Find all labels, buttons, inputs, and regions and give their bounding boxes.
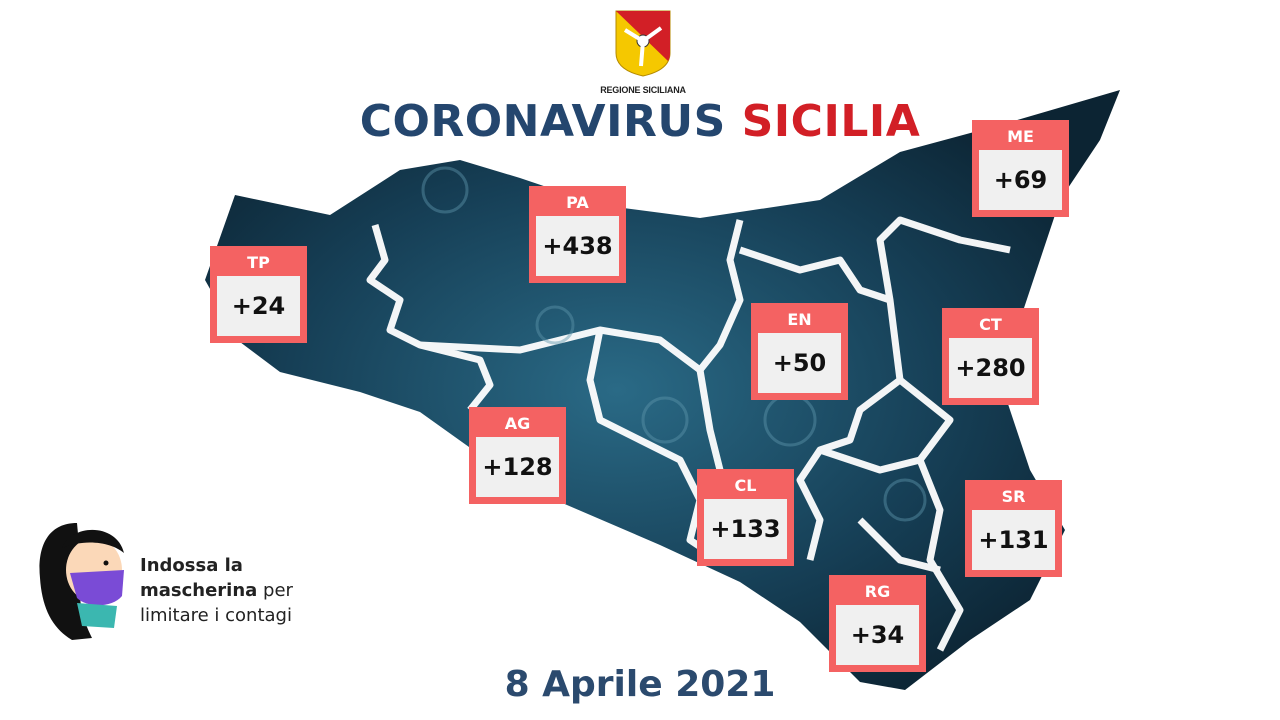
province-code: CL [734, 476, 757, 495]
message-line2-bold: mascherina [140, 580, 258, 601]
title-coronavirus: CORONAVIRUS [359, 96, 726, 147]
province-code: RG [864, 582, 891, 601]
province-value: +50 [758, 333, 841, 393]
mask-message: Indossa la mascherina per limitare i con… [140, 553, 293, 628]
report-date: 8 Aprile 2021 [504, 664, 776, 705]
woman-with-mask-icon [39, 523, 124, 640]
message-line2-rest: per [257, 580, 293, 601]
badge-ag: AG +128 [469, 407, 566, 504]
message-line1: Indossa la [140, 555, 243, 576]
regione-siciliana-logo: REGIONE SICILIANA [598, 8, 688, 95]
badge-me: ME +69 [972, 120, 1069, 217]
province-value: +131 [972, 510, 1055, 570]
logo-caption: REGIONE SICILIANA [600, 85, 686, 95]
province-code: TP [247, 253, 270, 272]
province-value: +133 [704, 499, 787, 559]
badge-rg: RG +34 [829, 575, 926, 672]
badge-ct: CT +280 [942, 308, 1039, 405]
page-title: CORONAVIRUS SICILIA [0, 96, 1280, 147]
province-code: AG [504, 414, 531, 433]
trinacria-coat-of-arms-icon [615, 10, 671, 77]
province-borders [366, 216, 1011, 652]
badge-sr: SR +131 [965, 480, 1062, 577]
message-line3: limitare i contagi [140, 605, 292, 626]
province-code: EN [787, 310, 812, 329]
badge-pa: PA +438 [529, 186, 626, 283]
badge-cl: CL +133 [697, 469, 794, 566]
province-code: CT [979, 315, 1002, 334]
title-sicilia: SICILIA [741, 96, 921, 147]
province-value: +438 [536, 216, 619, 276]
province-value: +128 [476, 437, 559, 497]
province-code: PA [566, 193, 589, 212]
province-value: +69 [979, 150, 1062, 210]
sicily-shape [205, 90, 1120, 690]
province-value: +280 [949, 338, 1032, 398]
province-code: SR [1001, 487, 1026, 506]
badge-en: EN +50 [751, 303, 848, 400]
province-value: +24 [217, 276, 300, 336]
badge-tp: TP +24 [210, 246, 307, 343]
province-value: +34 [836, 605, 919, 665]
province-code: ME [1007, 127, 1034, 146]
